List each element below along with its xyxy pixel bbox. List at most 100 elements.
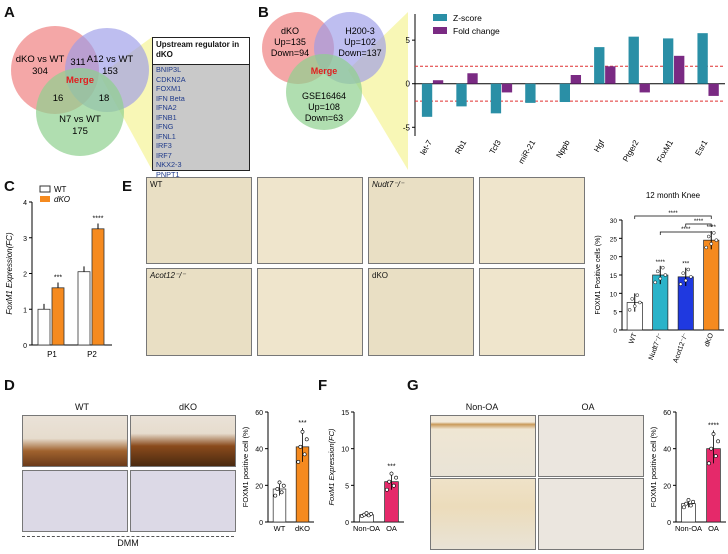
bar (91, 228, 105, 346)
bar-zscore (559, 83, 570, 103)
y-tick-label: 25 (610, 236, 618, 243)
data-point (684, 501, 689, 506)
bar-zscore (697, 33, 708, 84)
bar-foldchange (570, 75, 582, 84)
data-point (714, 238, 719, 242)
x-tick-label: Rb1 (453, 138, 468, 156)
image-e-dko-label: dKO (372, 271, 389, 280)
x-tick-label: Non-OA (353, 524, 380, 533)
image-e-wt-label: WT (150, 180, 163, 189)
chart-f: 0 5 10 15 Non-OA *** OA FoxM1 Expression(FC) (327, 410, 404, 533)
significance-mark: **** (707, 225, 717, 231)
y-tick-label: 15 (610, 273, 618, 280)
regulator-item: IRF7 (156, 150, 172, 160)
legend-swatch-wt (39, 185, 51, 193)
bar-zscore (421, 83, 433, 117)
data-point (273, 493, 278, 498)
y-tick-label: 30 (610, 218, 618, 225)
data-point (707, 461, 711, 466)
data-point (686, 267, 691, 272)
image-g-oa (538, 415, 644, 477)
image-e-nudt7-zoom (479, 177, 585, 264)
y-tick-label: 0 (613, 328, 617, 335)
image-e-dko-zoom (479, 268, 585, 356)
regulator-item: IRF3 (156, 141, 172, 150)
data-point (712, 231, 716, 235)
y-tick-label: 1 (23, 307, 27, 314)
y-tick-label: 4 (23, 200, 27, 207)
image-g-nonoa (430, 415, 536, 477)
venn-a-left-label: dKO vs WT (16, 54, 65, 65)
regulator-item: IFNL1 (156, 131, 176, 141)
image-g-oa-zoom (538, 478, 644, 550)
y-tick-label: 15 (341, 410, 349, 417)
regulator-item: NKX2-3 (156, 160, 182, 169)
panel-label-d: D (4, 377, 15, 394)
significance-mark: *** (54, 274, 62, 281)
x-tick-label: P2 (87, 350, 97, 359)
data-point (385, 487, 389, 492)
regulator-item: IFN Beta (156, 93, 185, 103)
y-axis-label: FOXM1 positive cell (%) (241, 426, 250, 507)
x-tick-label: OA (708, 524, 719, 533)
y-axis-label: FoxM1 Expression(FC) (327, 428, 336, 506)
significance-mark: *** (682, 262, 690, 268)
data-point (277, 480, 282, 485)
bar (51, 287, 65, 346)
venn-a-bottom-label: N7 vs WT (59, 114, 101, 125)
d-col-dko: dKO (178, 402, 197, 412)
y-tick-label: 2 (23, 272, 27, 279)
data-point (281, 483, 286, 488)
venn-b-gse (286, 54, 362, 130)
bar-zscore (663, 38, 674, 84)
y-tick-label: 5 (613, 310, 617, 317)
regulator-item: BNIP3L (156, 65, 182, 74)
data-point (686, 498, 691, 502)
data-point (706, 234, 711, 239)
data-point (709, 242, 713, 246)
image-d-dko (130, 415, 236, 467)
data-point (711, 432, 716, 436)
regulator-item: PNPT1 (156, 169, 180, 179)
panel-label-e: E (122, 178, 133, 195)
data-point (682, 505, 686, 510)
image-e-wt: WT (146, 177, 252, 264)
x-tick-label: dKO (295, 524, 310, 533)
significance-mark: **** (656, 260, 666, 266)
data-point (275, 487, 280, 491)
data-point (688, 503, 693, 508)
venn-b-left-2: Up=135 (274, 37, 306, 47)
x-tick-label: Esr1 (693, 138, 709, 157)
legend-foldchange: Fold change (453, 26, 500, 36)
bar-zscore (456, 83, 467, 107)
chart-e: 12 month Knee 0 5 10 15 20 25 30 WT **** Nudt7⁻/⁻ *… (595, 191, 724, 364)
y-tick-label: -5 (403, 123, 411, 132)
x-tick-label: Non-OA (675, 524, 702, 533)
data-point (633, 304, 637, 308)
g-col-oa: OA (581, 402, 595, 412)
chart-title: 12 month Knee (646, 191, 701, 200)
bar-foldchange (605, 66, 616, 84)
data-point (296, 459, 301, 464)
venn-circle-n7 (36, 68, 124, 156)
image-e-dko: dKO (368, 268, 474, 356)
significance-mark: *** (298, 420, 306, 427)
x-tick-label: Nppb (554, 138, 572, 160)
venn-a-merge: Merge (66, 75, 94, 86)
x-tick-label: dKO (704, 332, 716, 348)
image-e-acot12-label: Acot12⁻/⁻ (150, 271, 186, 280)
legend-swatch-dko (40, 196, 50, 202)
bracket-significance: **** (668, 211, 678, 217)
venn-a-left-count: 304 (32, 66, 48, 77)
y-tick-label: 3 (23, 236, 27, 243)
data-point (630, 297, 634, 301)
regulator-item: IFNB1 (156, 112, 177, 122)
data-point (681, 271, 685, 275)
data-point (369, 512, 373, 516)
data-point (658, 276, 662, 281)
x-tick-label: FoxM1 (655, 138, 675, 164)
legend-dko: dKO (54, 195, 70, 204)
venn-a-right-label: A12 vs WT (87, 54, 134, 65)
panel-label-c: C (4, 178, 15, 195)
